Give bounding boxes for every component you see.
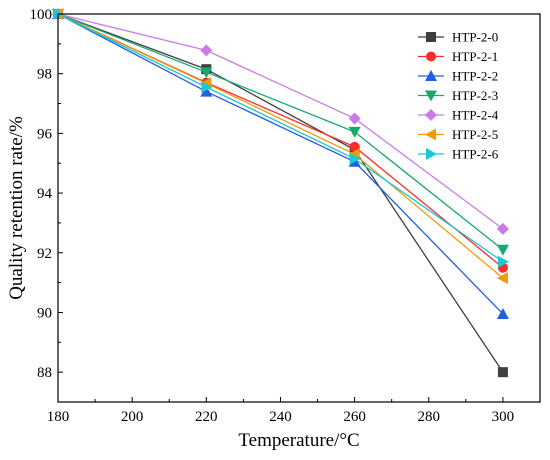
data-point: [201, 81, 213, 94]
series-line: [57, 13, 504, 251]
legend-item: HTP-2-6: [418, 147, 499, 162]
data-point: [348, 112, 361, 125]
x-tick-label: 280: [418, 409, 441, 425]
data-point: [496, 307, 509, 319]
y-tick-label: 98: [37, 67, 52, 83]
data-point: [348, 126, 361, 138]
legend-item: HTP-2-1: [418, 49, 498, 64]
data-point: [497, 367, 508, 378]
y-tick-label: 96: [37, 126, 53, 142]
legend-marker: [426, 148, 437, 160]
data-point: [349, 141, 360, 152]
data-point: [496, 244, 509, 256]
legend-item: HTP-2-2: [418, 69, 498, 84]
legend-marker: [425, 90, 437, 102]
series-line: [57, 13, 504, 230]
series-line: [57, 13, 504, 269]
y-axis-title: Quality retention rate/%: [6, 116, 27, 300]
data-point: [496, 272, 508, 285]
x-tick-label: 300: [492, 409, 515, 425]
data-point: [496, 222, 509, 235]
x-axis-title: Temperature/°C: [238, 430, 359, 451]
legend-marker: [425, 70, 437, 81]
x-tick-label: 260: [343, 409, 366, 425]
data-point: [200, 85, 213, 97]
legend-marker: [425, 109, 437, 121]
legend-marker: [426, 32, 436, 42]
x-tick-label: 240: [269, 409, 292, 425]
legend-label: HTP-2-5: [452, 127, 498, 142]
legend-item: HTP-2-5: [418, 127, 498, 142]
data-point: [349, 152, 361, 165]
y-tick-label: 100: [30, 7, 53, 23]
y-tick-label: 88: [37, 365, 52, 381]
series-line: [57, 13, 504, 263]
series-htp-2-5: [52, 8, 508, 285]
legend-label: HTP-2-6: [452, 147, 499, 162]
legend-item: HTP-2-4: [418, 108, 499, 123]
y-tick-label: 90: [37, 305, 52, 321]
plot-frame: [57, 13, 541, 403]
series-htp-2-0: [53, 9, 508, 378]
y-tick-label: 92: [37, 246, 52, 262]
legend-label: HTP-2-3: [452, 88, 498, 103]
x-tick-label: 180: [47, 409, 70, 425]
data-point: [497, 255, 509, 268]
series-htp-2-1: [53, 9, 508, 273]
legend-item: HTP-2-0: [418, 30, 498, 45]
legend-label: HTP-2-0: [452, 30, 498, 45]
legend-item: HTP-2-3: [418, 88, 498, 103]
legend-marker: [425, 128, 436, 141]
x-tick-label: 200: [121, 409, 144, 425]
legend-label: HTP-2-2: [452, 69, 498, 84]
y-tick-label: 94: [37, 186, 53, 202]
axes-layer: 180 200 220 240 260 280 300 88 90 92 94 96 98 100: [30, 7, 541, 425]
data-point: [200, 67, 213, 79]
x-tick-label: 220: [195, 409, 218, 425]
legend-label: HTP-2-1: [452, 49, 498, 64]
legend-label: HTP-2-4: [452, 108, 499, 123]
series-line: [57, 13, 504, 373]
series-htp-2-2: [52, 8, 509, 319]
legend: HTP-2-0 HTP-2-1 HTP-2-2 HTP-2-3 HTP-2-4 HTP-2…: [418, 30, 499, 162]
data-point: [200, 44, 213, 57]
series-line: [57, 13, 504, 279]
series-line: [57, 13, 504, 315]
legend-marker: [426, 51, 436, 62]
series-layer: [52, 8, 509, 378]
